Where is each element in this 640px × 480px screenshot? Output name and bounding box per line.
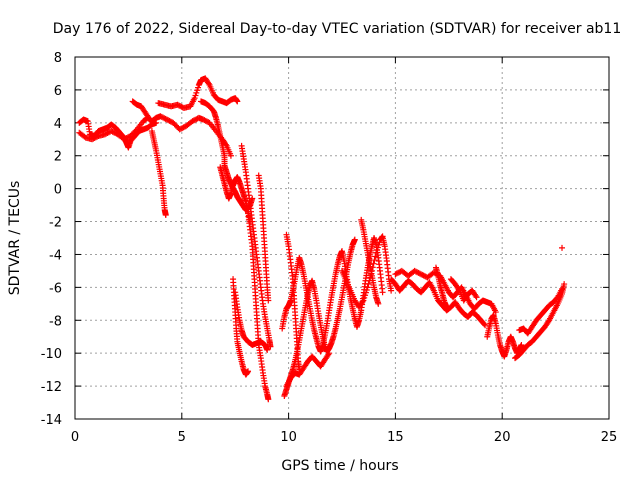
data-point (371, 257, 378, 264)
data-point (492, 309, 499, 316)
data-point (234, 98, 241, 105)
y-tick-label: -8 (49, 314, 62, 329)
y-tick-label: 4 (54, 117, 62, 132)
data-point (370, 260, 377, 267)
series-seg-k (255, 172, 272, 304)
data-point (194, 87, 201, 94)
y-tick-label: -4 (49, 248, 62, 263)
x-axis-title: GPS time / hours (281, 458, 398, 474)
data-point (227, 152, 234, 159)
data-point (146, 116, 153, 123)
chart-title: Day 176 of 2022, Sidereal Day-to-day VTE… (53, 21, 622, 37)
data-point (362, 289, 369, 296)
data-point (443, 304, 450, 311)
data-point (388, 287, 395, 294)
data-point (373, 249, 380, 256)
series-seg-o (283, 350, 333, 390)
x-tick-label: 20 (494, 430, 511, 445)
data-point (162, 211, 169, 218)
y-tick-label: 2 (54, 150, 62, 165)
data-points (76, 75, 568, 403)
series-seg-z (559, 244, 566, 251)
y-tick-label: 8 (54, 51, 62, 66)
data-point (374, 247, 381, 254)
y-tick-label: -14 (41, 413, 62, 428)
data-point (472, 292, 479, 299)
data-point (559, 286, 566, 293)
x-tick-label: 10 (280, 430, 297, 445)
data-point (191, 95, 198, 102)
data-point (379, 289, 386, 296)
data-point (375, 241, 382, 248)
series-seg-v (447, 276, 480, 304)
data-point (559, 244, 566, 251)
data-point (265, 297, 272, 304)
x-tick-label: 15 (387, 430, 404, 445)
data-point (195, 84, 202, 91)
y-tick-label: -12 (41, 380, 62, 395)
y-tick-label: 0 (54, 183, 62, 198)
series-seg-c (129, 98, 153, 123)
data-point (364, 284, 371, 291)
series-seg-y (516, 286, 566, 337)
data-point (145, 115, 152, 122)
data-point (518, 341, 525, 348)
axis-ticks: 0 5 10 15 20 25 -14 -12 -10 -8 -6 -4 -2 0 2 4 6 8 (41, 51, 618, 445)
series-seg-j (232, 289, 271, 353)
data-point (222, 141, 229, 148)
data-point (481, 321, 488, 328)
data-point (193, 89, 200, 96)
y-axis-title: SDTVAR / TECUs (7, 181, 23, 296)
data-point (365, 281, 372, 288)
series-seg-s (392, 267, 499, 316)
data-point (561, 281, 568, 288)
data-point (359, 298, 366, 305)
data-point (351, 236, 358, 243)
series-seg-b (76, 113, 234, 159)
data-point (192, 92, 199, 99)
x-tick-label: 0 (71, 430, 79, 445)
series-seg-l (245, 210, 272, 403)
x-tick-label: 25 (601, 430, 618, 445)
data-point (325, 351, 332, 358)
series-seg-e (155, 75, 241, 112)
data-point (296, 366, 303, 373)
data-point (455, 286, 462, 293)
data-point (361, 294, 368, 301)
series-seg-d (148, 128, 169, 218)
data-point (362, 292, 369, 299)
series-seg-h (238, 142, 274, 350)
data-point (375, 300, 382, 307)
series-seg-r (358, 216, 382, 307)
y-tick-label: -6 (49, 281, 62, 296)
data-point (360, 297, 367, 304)
series-seg-p (283, 231, 303, 373)
data-point (245, 368, 252, 375)
data-point (372, 253, 379, 260)
data-point (326, 350, 333, 357)
series-seg-u (432, 264, 450, 311)
data-point (265, 396, 272, 403)
data-point (264, 346, 271, 353)
grid-lines (75, 57, 609, 419)
data-point (473, 294, 480, 301)
y-tick-label: 6 (54, 84, 62, 99)
data-point (363, 286, 370, 293)
y-tick-label: -2 (49, 216, 62, 231)
y-tick-label: -10 (41, 347, 62, 362)
x-tick-label: 5 (178, 430, 186, 445)
series-seg-t (388, 276, 489, 329)
data-point (374, 244, 381, 251)
data-point (205, 80, 212, 87)
plot-frame (74, 56, 610, 420)
series-seg-n (279, 235, 386, 355)
